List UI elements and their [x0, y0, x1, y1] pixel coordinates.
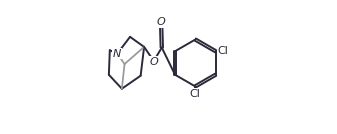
Text: O: O: [149, 57, 158, 67]
Text: N: N: [113, 49, 122, 59]
Text: O: O: [157, 17, 165, 27]
Text: Cl: Cl: [190, 89, 201, 99]
Text: Cl: Cl: [218, 46, 228, 56]
